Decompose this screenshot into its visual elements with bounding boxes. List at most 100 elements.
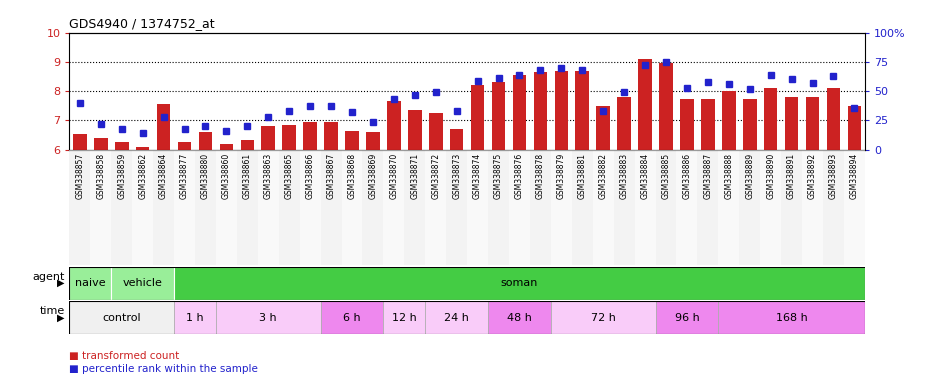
- Text: GSM338870: GSM338870: [389, 153, 399, 199]
- Bar: [488, 301, 551, 334]
- Text: GSM338880: GSM338880: [201, 153, 210, 199]
- Bar: [156, 104, 170, 150]
- Bar: [802, 150, 823, 265]
- Bar: [635, 150, 656, 265]
- Bar: [282, 125, 296, 150]
- Bar: [73, 134, 87, 150]
- Bar: [408, 110, 422, 150]
- Bar: [719, 150, 739, 265]
- Text: GSM338890: GSM338890: [766, 153, 775, 199]
- Bar: [321, 150, 341, 265]
- Bar: [341, 150, 363, 265]
- Bar: [760, 150, 781, 265]
- Bar: [240, 139, 254, 150]
- Text: GSM338869: GSM338869: [368, 153, 377, 199]
- Text: GSM338875: GSM338875: [494, 153, 503, 199]
- Bar: [847, 106, 861, 150]
- Text: 12 h: 12 h: [392, 313, 416, 323]
- Bar: [111, 267, 174, 300]
- Text: GSM338893: GSM338893: [829, 153, 838, 199]
- Text: GSM338887: GSM338887: [703, 153, 712, 199]
- Text: GSM338892: GSM338892: [808, 153, 817, 199]
- Bar: [844, 150, 865, 265]
- Bar: [199, 132, 212, 150]
- Bar: [512, 75, 526, 150]
- Bar: [660, 63, 672, 150]
- Text: GSM338881: GSM338881: [578, 153, 586, 199]
- Bar: [174, 301, 216, 334]
- Text: GSM338886: GSM338886: [683, 153, 691, 199]
- Bar: [722, 91, 735, 150]
- Bar: [69, 150, 91, 265]
- Bar: [132, 150, 154, 265]
- Bar: [426, 301, 488, 334]
- Bar: [426, 150, 446, 265]
- Bar: [593, 150, 613, 265]
- Bar: [827, 88, 840, 150]
- Text: ■ transformed count: ■ transformed count: [69, 351, 179, 361]
- Bar: [656, 150, 676, 265]
- Text: 24 h: 24 h: [444, 313, 469, 323]
- Bar: [551, 150, 572, 265]
- Bar: [69, 267, 111, 300]
- Bar: [91, 150, 111, 265]
- Bar: [530, 150, 551, 265]
- Text: ▶: ▶: [57, 278, 65, 288]
- Text: GSM338884: GSM338884: [641, 153, 649, 199]
- Bar: [178, 142, 191, 150]
- Text: 3 h: 3 h: [259, 313, 277, 323]
- Bar: [823, 150, 844, 265]
- Bar: [764, 88, 778, 150]
- Text: GSM338874: GSM338874: [473, 153, 482, 199]
- Text: GSM338865: GSM338865: [285, 153, 293, 199]
- Bar: [617, 97, 631, 150]
- Bar: [111, 150, 132, 265]
- Bar: [743, 99, 757, 150]
- Text: GSM338877: GSM338877: [180, 153, 189, 199]
- Text: 6 h: 6 h: [343, 313, 361, 323]
- Bar: [300, 150, 321, 265]
- Bar: [784, 97, 798, 150]
- Text: GSM338858: GSM338858: [96, 153, 105, 199]
- Bar: [136, 147, 150, 150]
- Bar: [597, 106, 610, 150]
- Text: GSM338889: GSM338889: [746, 153, 754, 199]
- Text: GSM338888: GSM338888: [724, 153, 734, 199]
- Bar: [383, 150, 404, 265]
- Text: GSM338883: GSM338883: [620, 153, 629, 199]
- Bar: [325, 122, 338, 150]
- Bar: [575, 71, 589, 150]
- Text: GSM338872: GSM338872: [431, 153, 440, 199]
- Bar: [697, 150, 719, 265]
- Text: soman: soman: [500, 278, 538, 288]
- Bar: [216, 301, 321, 334]
- Text: agent: agent: [32, 272, 65, 282]
- Bar: [345, 131, 359, 150]
- Text: GSM338876: GSM338876: [515, 153, 524, 199]
- Text: 168 h: 168 h: [776, 313, 808, 323]
- Bar: [488, 150, 509, 265]
- Bar: [321, 301, 383, 334]
- Text: ■ percentile rank within the sample: ■ percentile rank within the sample: [69, 364, 258, 374]
- Bar: [446, 150, 467, 265]
- Text: 72 h: 72 h: [591, 313, 616, 323]
- Text: vehicle: vehicle: [123, 278, 163, 288]
- Bar: [94, 138, 107, 150]
- Bar: [258, 150, 278, 265]
- Bar: [551, 301, 656, 334]
- Text: GSM338873: GSM338873: [452, 153, 462, 199]
- Bar: [219, 144, 233, 150]
- Text: GSM338878: GSM338878: [536, 153, 545, 199]
- Bar: [278, 150, 300, 265]
- Text: GSM338882: GSM338882: [598, 153, 608, 199]
- Text: 1 h: 1 h: [186, 313, 204, 323]
- Text: GSM338857: GSM338857: [75, 153, 84, 199]
- Bar: [554, 71, 568, 150]
- Bar: [638, 59, 652, 150]
- Text: GSM338864: GSM338864: [159, 153, 168, 199]
- Text: GSM338879: GSM338879: [557, 153, 566, 199]
- Bar: [383, 301, 426, 334]
- Bar: [572, 150, 593, 265]
- Text: naive: naive: [75, 278, 105, 288]
- Text: GSM338860: GSM338860: [222, 153, 231, 199]
